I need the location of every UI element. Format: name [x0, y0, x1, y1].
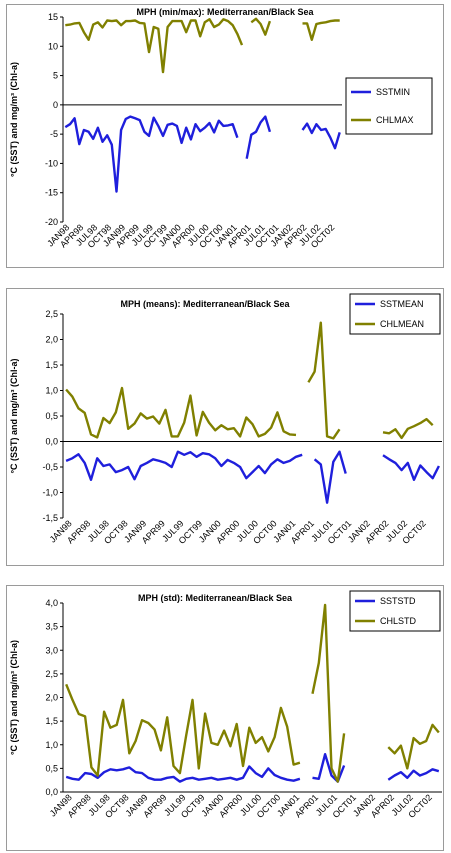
series-line-chlstd: [387, 723, 440, 770]
chart-legend: SSTSTD CHLSTD: [349, 590, 441, 632]
y-axis-label: °C (SST) and mg/m³ (Chl-a): [9, 62, 19, 177]
series-line-chlstd: [65, 683, 301, 777]
series-line-chlmean: [307, 321, 341, 440]
series-line-chlmean: [382, 417, 434, 440]
series-line-chlmean: [65, 386, 297, 439]
series-line-chlmax: [250, 17, 272, 36]
chart-panel-std: MPH (std): Mediterranean/Black Sea °C (SS…: [0, 581, 451, 853]
y-tick-label: -1,0: [42, 488, 58, 498]
y-tick-label: 1,5: [45, 360, 58, 370]
y-tick-label: -5: [50, 129, 58, 139]
y-tick-label: 0,5: [45, 763, 58, 773]
legend-label: SSTMEAN: [380, 299, 424, 309]
chart-title: MPH (means): Mediterranean/Black Sea: [120, 299, 290, 309]
y-tick-label: 2,5: [45, 309, 58, 319]
chart-legend: SSTMEAN CHLMEAN: [349, 293, 441, 335]
y-tick-label: 1,5: [45, 716, 58, 726]
y-tick-label: 5: [53, 71, 58, 81]
legend-label: SSTMIN: [376, 87, 410, 97]
y-tick-label: 0,0: [45, 437, 58, 447]
y-tick-label: 2,0: [45, 335, 58, 345]
y-tick-label: 2,0: [45, 693, 58, 703]
series-line-chlmax: [302, 19, 340, 41]
chart-title: MPH (std): Mediterranean/Black Sea: [138, 593, 293, 603]
y-tick-label: 3,0: [45, 645, 58, 655]
series-line-chlstd: [311, 603, 346, 783]
series-line-sststd: [65, 765, 301, 783]
y-tick-label: 0: [53, 100, 58, 110]
chart-minmax: MPH (min/max): Mediterranean/Black Sea °C…: [9, 7, 433, 250]
y-tick-label: 1,0: [45, 386, 58, 396]
series-line-sstmean: [313, 450, 347, 504]
legend-label: CHLMAX: [376, 115, 414, 125]
y-tick-label: 0,5: [45, 411, 58, 421]
legend-box: [349, 590, 441, 632]
chart-means: MPH (means): Mediterranean/Black Sea °C (…: [9, 293, 442, 546]
y-tick-label: 3,5: [45, 622, 58, 632]
series-line-chlmax: [65, 18, 244, 74]
series-line-sstmin: [301, 122, 341, 150]
series-line-sstmin: [245, 115, 272, 159]
chart-panel-means: MPH (means): Mediterranean/Black Sea °C (…: [0, 284, 451, 569]
y-tick-label: -15: [45, 188, 58, 198]
y-tick-label: 4,0: [45, 598, 58, 608]
y-tick-label: 2,5: [45, 669, 58, 679]
legend-box: [345, 77, 433, 135]
legend-label: CHLSTD: [380, 616, 417, 626]
chart-std: MPH (std): Mediterranean/Black Sea °C (SS…: [9, 590, 442, 820]
y-tick-label: 15: [48, 12, 58, 22]
legend-label: CHLMEAN: [380, 319, 424, 329]
series-line-sstmin: [64, 115, 239, 193]
y-tick-label: -0,5: [42, 462, 58, 472]
series-line-sstmean: [382, 454, 440, 481]
y-tick-label: 10: [48, 41, 58, 51]
y-tick-label: -20: [45, 217, 58, 227]
y-tick-label: -10: [45, 158, 58, 168]
series-line-sstmean: [65, 450, 303, 481]
y-tick-label: -1,5: [42, 513, 58, 523]
chart-title: MPH (min/max): Mediterranean/Black Sea: [136, 7, 314, 17]
y-tick-label: 1,0: [45, 740, 58, 750]
chart-legend: SSTMIN CHLMAX: [345, 77, 433, 135]
legend-label: SSTSTD: [380, 596, 416, 606]
y-tick-label: 0,0: [45, 787, 58, 797]
legend-box: [349, 293, 441, 335]
y-axis-label: °C (SST) and mg/m³ (Chl-a): [9, 640, 19, 755]
y-axis-label: °C (SST) and mg/m³ (Chl-a): [9, 358, 19, 473]
chart-panel-minmax: MPH (min/max): Mediterranean/Black Sea °C…: [0, 0, 451, 272]
series-line-sststd: [387, 768, 440, 781]
